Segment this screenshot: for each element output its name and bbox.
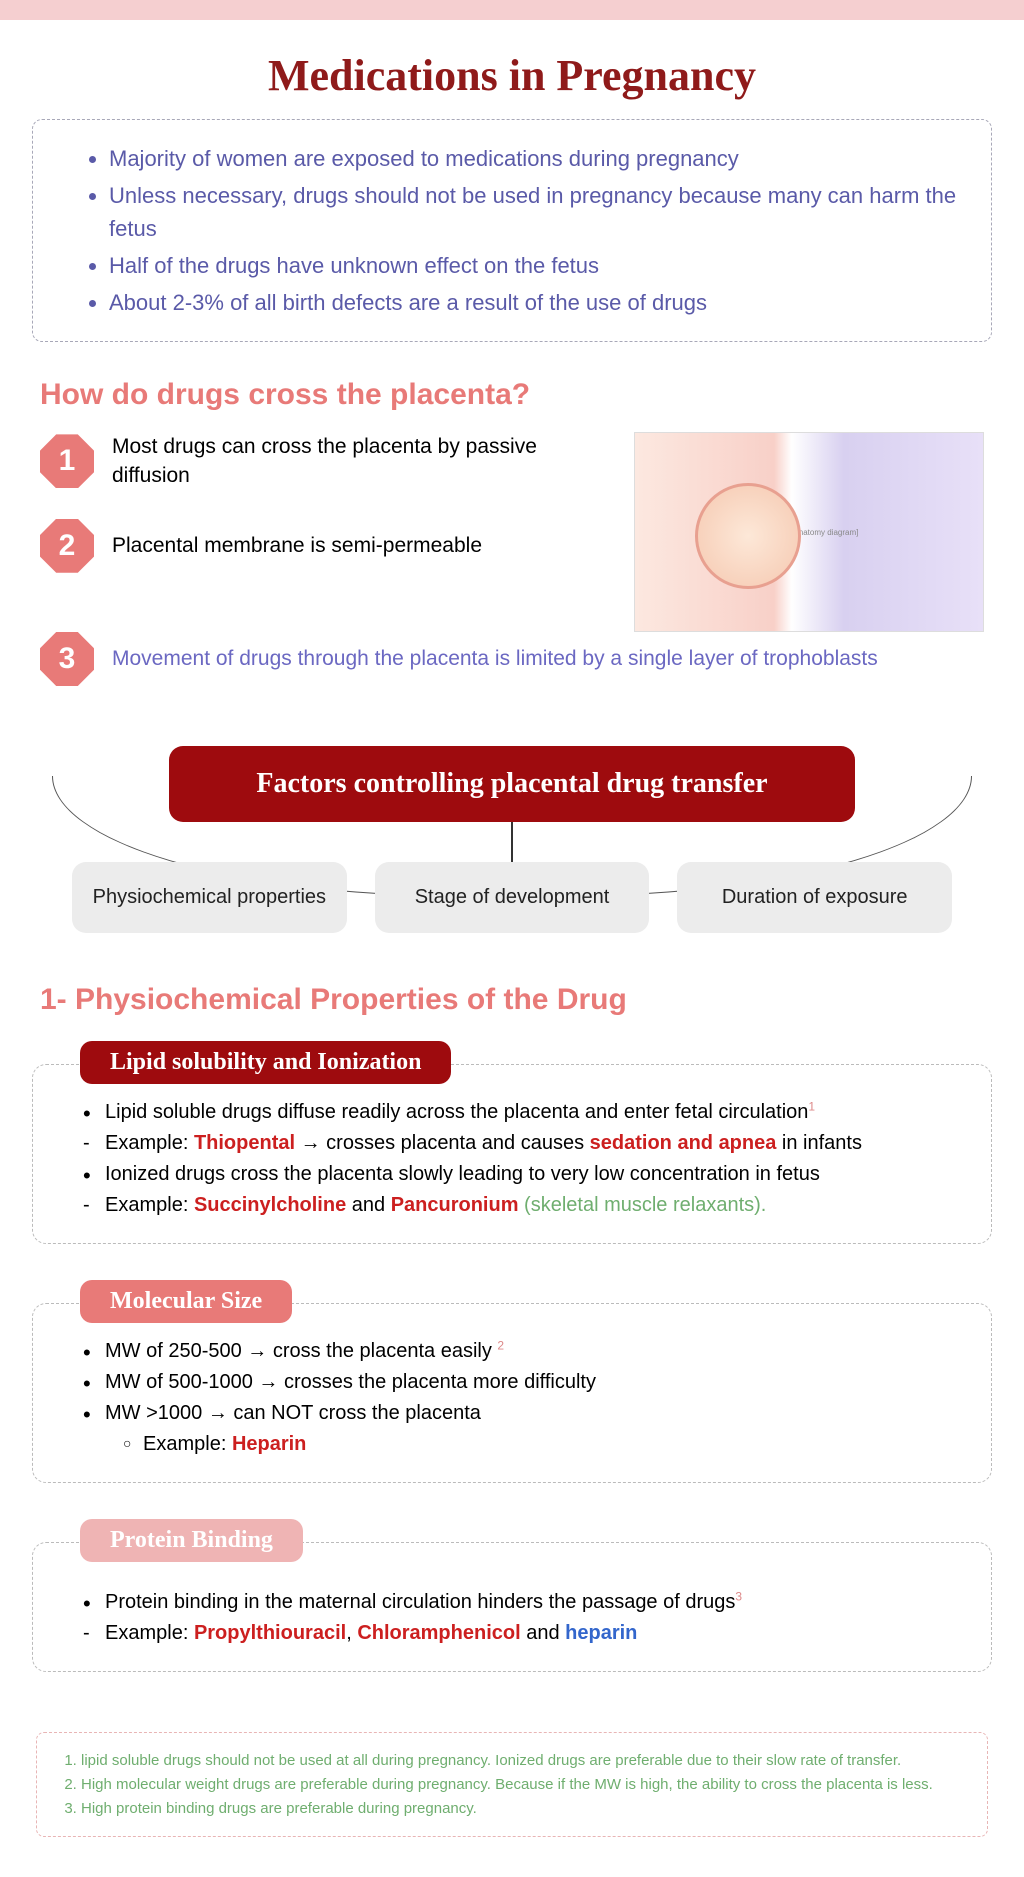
main-title: Medications in Pregnancy	[32, 50, 992, 101]
page-container: Medications in Pregnancy Majority of wom…	[0, 50, 1024, 1877]
list-item: Example: Thiopental → crosses placenta a…	[83, 1128, 959, 1159]
intro-list: Majority of women are exposed to medicat…	[81, 142, 959, 319]
factors-row: Physiochemical properties Stage of devel…	[72, 862, 952, 933]
list-item: Lipid soluble drugs diffuse readily acro…	[83, 1097, 959, 1128]
footnote: lipid soluble drugs should not be used a…	[81, 1750, 969, 1771]
footnotes-box: lipid soluble drugs should not be used a…	[36, 1732, 988, 1837]
molecular-badge: Molecular Size	[80, 1280, 292, 1323]
cross-heading: How do drugs cross the placenta?	[40, 378, 992, 412]
footnote: High protein binding drugs are preferabl…	[81, 1798, 969, 1819]
footnote: High molecular weight drugs are preferab…	[81, 1774, 969, 1795]
molecular-body: MW of 250-500 → cross the placenta easil…	[32, 1303, 992, 1483]
intro-item: Majority of women are exposed to medicat…	[109, 142, 959, 175]
octagon-number-icon: 2	[40, 519, 94, 573]
intro-item: Unless necessary, drugs should not be us…	[109, 179, 959, 245]
factor-box: Physiochemical properties	[72, 862, 347, 933]
properties-heading: 1- Physiochemical Properties of the Drug	[40, 983, 992, 1017]
cross-row: 2 Placental membrane is semi-permeable	[40, 519, 610, 573]
cross-text: Movement of drugs through the placenta i…	[112, 644, 878, 673]
protein-badge: Protein Binding	[80, 1519, 303, 1562]
factors-wrap: Factors controlling placental drug trans…	[72, 746, 952, 933]
factor-box: Duration of exposure	[677, 862, 952, 933]
cross-text: Most drugs can cross the placenta by pas…	[112, 432, 610, 491]
lipid-body: Lipid soluble drugs diffuse readily acro…	[32, 1064, 992, 1244]
top-accent-bar	[0, 0, 1024, 20]
protein-section: Protein Binding Protein binding in the m…	[32, 1519, 992, 1672]
cross-text: Placental membrane is semi-permeable	[112, 531, 482, 560]
list-item: Example: Propylthiouracil, Chloramphenic…	[83, 1618, 959, 1649]
list-item: MW of 250-500 → cross the placenta easil…	[83, 1336, 959, 1367]
molecular-section: Molecular Size MW of 250-500 → cross the…	[32, 1280, 992, 1483]
list-item: Ionized drugs cross the placenta slowly …	[83, 1159, 959, 1190]
placenta-diagram-image: [placenta anatomy diagram]	[634, 432, 984, 632]
factor-box: Stage of development	[375, 862, 650, 933]
octagon-number-icon: 3	[40, 632, 94, 686]
cross-row: 1 Most drugs can cross the placenta by p…	[40, 432, 610, 491]
intro-item: Half of the drugs have unknown effect on…	[109, 249, 959, 282]
factors-header: Factors controlling placental drug trans…	[169, 746, 855, 822]
cross-section: 1 Most drugs can cross the placenta by p…	[32, 432, 992, 632]
list-item: Example: Succinylcholine and Pancuronium…	[83, 1190, 959, 1221]
list-item: MW >1000 → can NOT cross the placenta	[83, 1398, 959, 1429]
cross-row: 3 Movement of drugs through the placenta…	[32, 632, 992, 686]
lipid-section: Lipid solubility and Ionization Lipid so…	[32, 1041, 992, 1244]
octagon-number-icon: 1	[40, 434, 94, 488]
cross-points: 1 Most drugs can cross the placenta by p…	[40, 432, 610, 601]
footnotes-list: lipid soluble drugs should not be used a…	[55, 1750, 969, 1819]
list-item: Example: Heparin	[83, 1429, 959, 1460]
intro-item: About 2-3% of all birth defects are a re…	[109, 286, 959, 319]
list-item: MW of 500-1000 → crosses the placenta mo…	[83, 1367, 959, 1398]
list-item: Protein binding in the maternal circulat…	[83, 1587, 959, 1618]
lipid-badge: Lipid solubility and Ionization	[80, 1041, 451, 1084]
intro-box: Majority of women are exposed to medicat…	[32, 119, 992, 342]
